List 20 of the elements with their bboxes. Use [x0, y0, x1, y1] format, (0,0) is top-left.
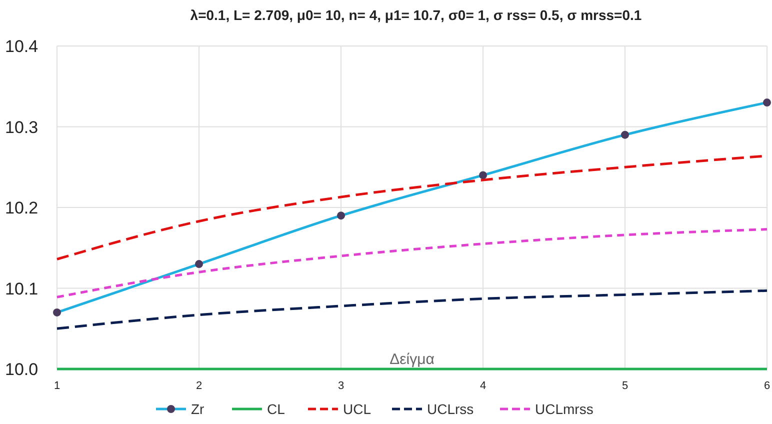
y-tick-label: 10.4 [5, 37, 38, 56]
x-tick-label: 2 [196, 380, 202, 392]
y-tick-label: 10.2 [5, 198, 38, 218]
x-tick-label: 3 [338, 380, 344, 392]
legend-label: UCLmrss [535, 401, 594, 417]
line-series [56, 228, 768, 298]
chart-title: λ=0.1, L= 2.709, μ0= 10, n= 4, μ1= 10.7, σ0= 1, σ rss= 0.5, σ mrss=0.1 [190, 7, 642, 23]
y-tick-label: 10.1 [5, 279, 38, 298]
x-tick-label: 6 [764, 380, 770, 392]
y-tick-label: 10.0 [5, 360, 38, 379]
legend-label: Zr [191, 401, 205, 417]
x-tick-label: 5 [622, 380, 628, 392]
legend-label: CL [267, 401, 286, 417]
legend-label: UCLrss [427, 401, 474, 417]
legend-label: UCL [343, 401, 372, 417]
x-axis-title: Δείγμα [390, 351, 435, 368]
y-tick-label: 10.3 [5, 118, 38, 137]
line-series [56, 289, 768, 330]
x-tick-label: 1 [54, 380, 60, 392]
x-tick-label: 4 [480, 380, 486, 392]
